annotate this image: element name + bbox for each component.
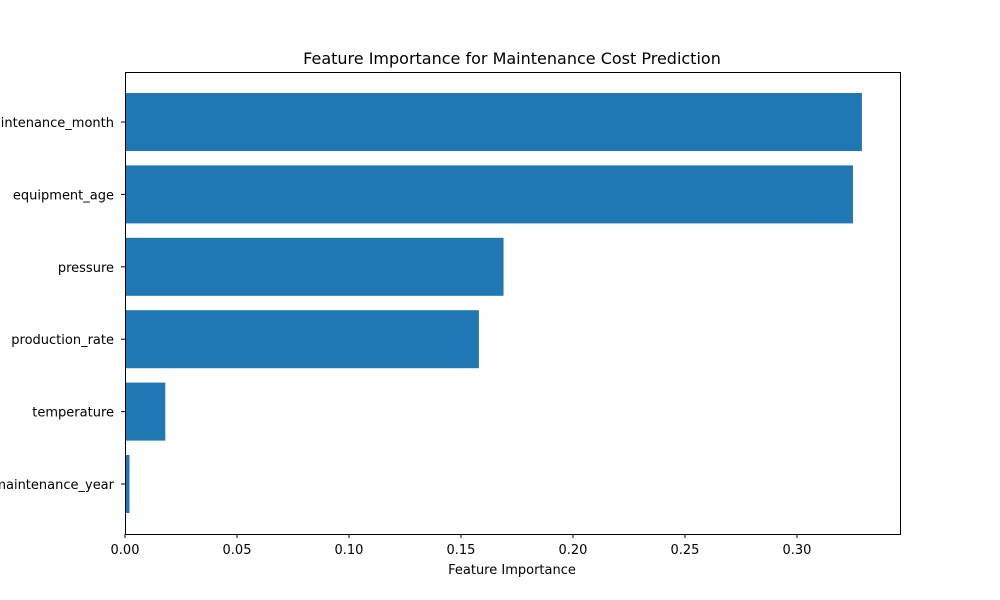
- bars-group: [125, 93, 862, 513]
- x-tick-label: 0.20: [559, 543, 588, 558]
- bar-maintenance-year: [125, 455, 130, 513]
- bar-production-rate: [125, 310, 479, 369]
- bar-temperature: [125, 382, 166, 441]
- bar-pressure: [125, 237, 504, 296]
- x-tick-label: 0.30: [782, 543, 811, 558]
- bar-maintenance-month: [125, 93, 862, 151]
- x-tick-label: 0.10: [335, 543, 364, 558]
- plot-area-frame: [125, 72, 901, 535]
- y-tick-label: production_rate: [11, 333, 114, 348]
- y-tick-label: temperature: [32, 406, 114, 421]
- y-ticks-group: maintenance_month equipment_age pressure pr…: [0, 116, 125, 493]
- chart-title: Feature Importance for Maintenance Cost …: [303, 49, 721, 68]
- x-tick-label: 0.05: [223, 543, 252, 558]
- x-tick-label: 0.00: [111, 543, 140, 558]
- x-tick-label: 0.25: [670, 543, 699, 558]
- x-tick-label: 0.15: [447, 543, 476, 558]
- y-tick-label: equipment_age: [13, 188, 114, 203]
- bar-equipment-age: [125, 165, 853, 224]
- y-tick-label: pressure: [58, 261, 114, 276]
- y-tick-label: maintenance_year: [0, 478, 115, 493]
- x-axis-label: Feature Importance: [448, 563, 576, 578]
- x-ticks-group: 0.00 0.05 0.10 0.15 0.20 0.25 0.30: [111, 534, 811, 558]
- y-tick-label: maintenance_month: [0, 116, 114, 131]
